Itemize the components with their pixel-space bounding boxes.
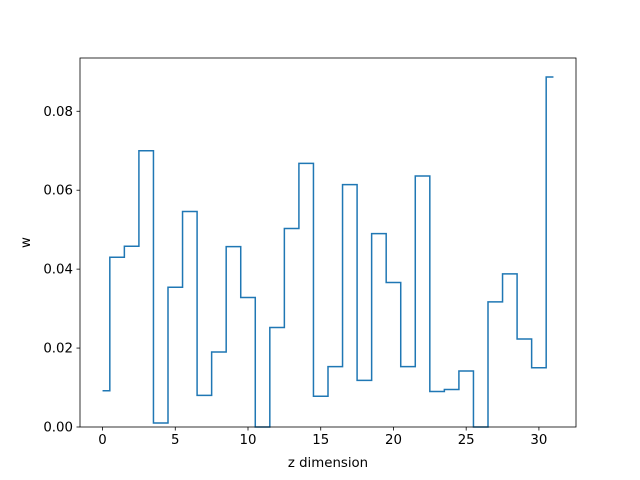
x-tick-label: 30 (530, 433, 547, 448)
y-axis-ticks: 0.00 0.02 0.04 0.06 0.08 (43, 105, 80, 436)
y-tick-label: 0.06 (43, 184, 73, 199)
x-axis-ticks: 0 5 10 15 20 25 30 (98, 427, 547, 448)
axes-background (80, 58, 576, 427)
y-tick-label: 0.04 (43, 263, 73, 278)
y-tick-label: 0.08 (43, 105, 73, 120)
x-tick-label: 5 (171, 433, 179, 448)
y-axis-label: w (19, 237, 34, 248)
x-tick-label: 25 (458, 433, 475, 448)
axes-frame (79, 57, 577, 428)
y-tick-label: 0.00 (43, 421, 73, 436)
x-tick-label: 10 (240, 433, 257, 448)
x-tick-label: 0 (98, 433, 106, 448)
x-tick-label: 20 (385, 433, 402, 448)
x-axis-label: z dimension (288, 456, 368, 471)
plot-area (79, 57, 577, 428)
y-tick-label: 0.02 (43, 342, 73, 357)
x-tick-label: 15 (312, 433, 329, 448)
